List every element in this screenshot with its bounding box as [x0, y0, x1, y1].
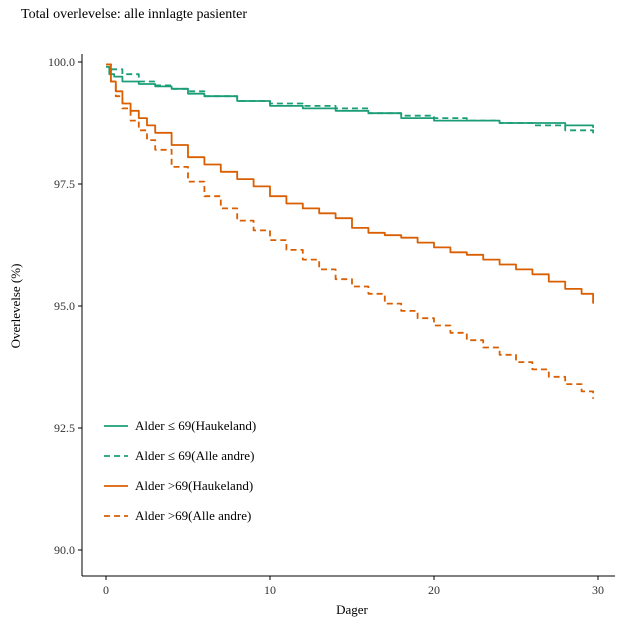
legend-label-3: Alder >69(Haukeland) [135, 478, 253, 493]
x-tick-label: 10 [264, 583, 276, 597]
x-tick-label: 20 [428, 583, 440, 597]
y-tick-label: 95.0 [54, 299, 75, 313]
y-tick-label: 100.0 [48, 55, 75, 69]
x-tick-label: 30 [592, 583, 604, 597]
chart-title: Total overlevelse: alle innlagte pasient… [21, 7, 248, 22]
y-tick-label: 97.5 [54, 177, 75, 191]
series-line-2 [106, 63, 594, 136]
y-tick-label: 92.5 [54, 421, 75, 435]
legend-label-4: Alder >69(Alle andre) [135, 508, 251, 523]
legend-label-2: Alder ≤ 69(Alle andre) [135, 448, 254, 463]
y-axis-title: Overlevelse (%) [8, 264, 23, 349]
series-line-4 [106, 63, 594, 399]
x-axis-title: Dager [336, 602, 368, 617]
x-tick-label: 0 [103, 583, 109, 597]
legend-label-1: Alder ≤ 69(Haukeland) [135, 418, 256, 433]
series-line-3 [106, 63, 594, 304]
series-line-1 [106, 66, 594, 128]
y-tick-label: 90.0 [54, 543, 75, 557]
